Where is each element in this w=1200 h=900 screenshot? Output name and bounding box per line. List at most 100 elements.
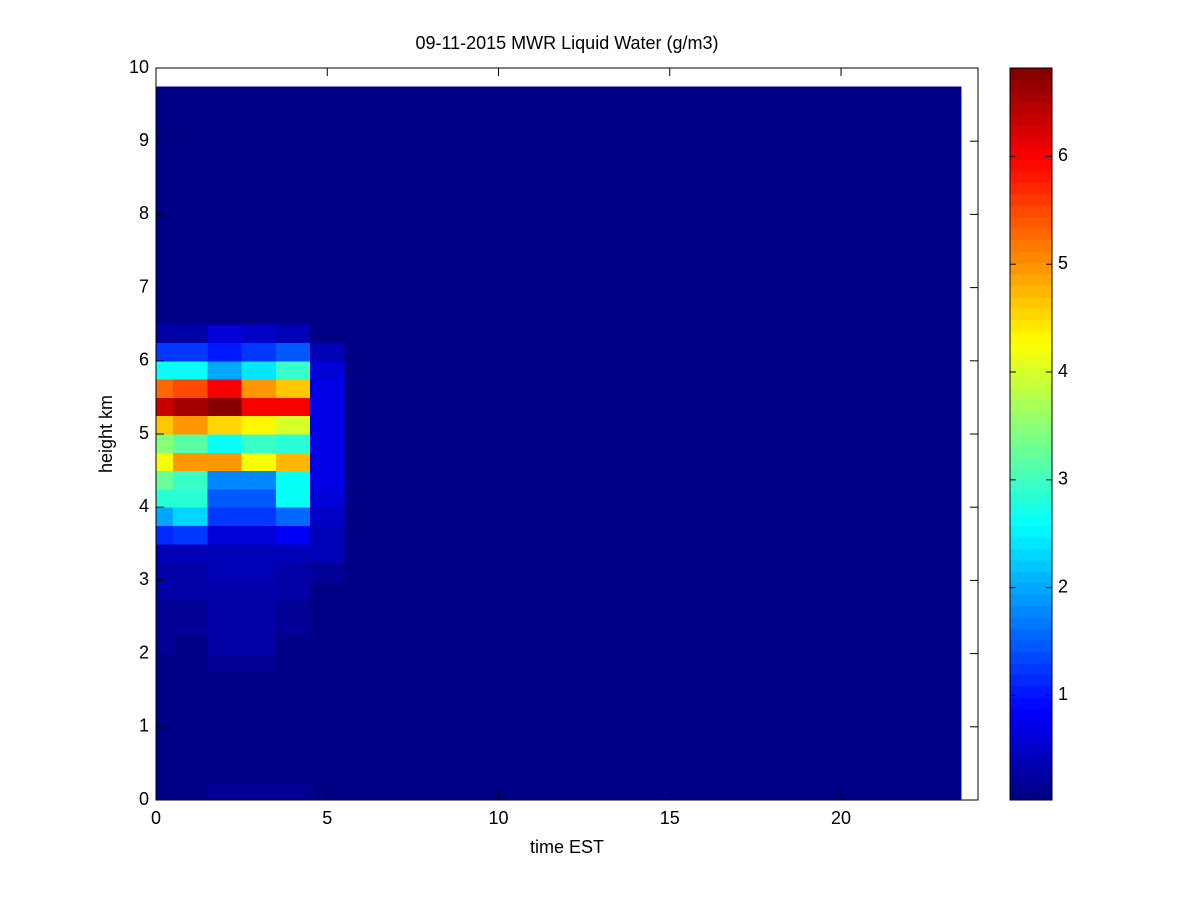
y-tick-label: 5 (139, 423, 149, 443)
heatmap-cell (275, 360, 311, 380)
heatmap (156, 86, 962, 801)
heatmap-cell (344, 653, 962, 673)
heatmap-cell (275, 379, 311, 398)
heatmap-cell (156, 86, 174, 325)
heatmap-cell (173, 671, 208, 691)
colorbar-swatch (1010, 136, 1052, 149)
heatmap-cell (310, 324, 345, 343)
colorbar-swatch (1010, 605, 1052, 618)
colorbar-tick-label: 1 (1058, 684, 1068, 704)
heatmap-cell (173, 690, 208, 709)
heatmap-cell (275, 635, 311, 655)
heatmap-cell (173, 86, 208, 325)
heatmap-cell (173, 562, 208, 581)
colorbar-swatch (1010, 331, 1052, 343)
heatmap-cell (344, 434, 962, 453)
heatmap-cell (207, 690, 243, 709)
colorbar-swatch (1010, 639, 1052, 652)
colorbar-swatch (1010, 148, 1052, 160)
colorbar-swatch (1010, 365, 1052, 378)
heatmap-cell (241, 415, 277, 435)
heatmap-cell (275, 86, 311, 325)
heatmap-cell (344, 671, 962, 691)
heatmap-cell (241, 708, 277, 728)
heatmap-cell (173, 452, 208, 472)
heatmap-cell (207, 324, 243, 343)
heatmap-cell (275, 525, 311, 545)
heatmap-cell (241, 690, 277, 709)
heatmap-cell (173, 415, 208, 435)
heatmap-cell (173, 781, 208, 801)
colorbar-swatch (1010, 491, 1052, 504)
heatmap-cell (310, 617, 345, 636)
heatmap-cell (156, 745, 174, 764)
heatmap-cell (310, 525, 345, 545)
heatmap-cell (173, 342, 208, 362)
heatmap-cell (344, 562, 962, 581)
colorbar-swatch (1010, 456, 1052, 469)
heatmap-cell (275, 488, 311, 508)
heatmap-cell (156, 543, 174, 563)
colorbar-swatch (1010, 342, 1052, 355)
heatmap-cell (275, 671, 311, 691)
heatmap-cell (344, 397, 962, 417)
heatmap-cell (241, 324, 277, 343)
y-tick-label: 0 (139, 789, 149, 809)
heatmap-cell (173, 635, 208, 655)
heatmap-cell (173, 617, 208, 636)
heatmap-cell (241, 379, 277, 398)
heatmap-cell (275, 580, 311, 600)
heatmap-cell (241, 360, 277, 380)
heatmap-cell (344, 580, 962, 600)
heatmap-cell (275, 653, 311, 673)
heatmap-cell (207, 470, 243, 490)
heatmap-cell (275, 690, 311, 709)
colorbar-swatch (1010, 388, 1052, 401)
colorbar-swatch (1010, 708, 1052, 721)
heatmap-cell (156, 598, 174, 618)
y-tick-label: 4 (139, 496, 149, 516)
heatmap-cell (310, 580, 345, 600)
colorbar-swatch (1010, 239, 1052, 252)
heatmap-cell (173, 470, 208, 490)
heatmap-cell (310, 690, 345, 709)
colorbar-swatch (1010, 662, 1052, 675)
heatmap-cell (207, 360, 243, 380)
x-tick-label: 0 (151, 808, 161, 828)
colorbar-swatch (1010, 525, 1052, 538)
heatmap-cell (310, 397, 345, 417)
heatmap-cell (344, 617, 962, 636)
colorbar-swatch (1010, 205, 1052, 218)
heatmap-cell (207, 580, 243, 600)
heatmap-cell (156, 488, 174, 508)
heatmap-cell (275, 470, 311, 490)
colorbar-swatch (1010, 434, 1052, 446)
colorbar-swatch (1010, 319, 1052, 332)
colorbar-swatch (1010, 651, 1052, 664)
heatmap-cell (241, 525, 277, 545)
colorbar-swatch (1010, 251, 1052, 263)
colorbar-swatch (1010, 685, 1052, 698)
heatmap-cell (156, 708, 174, 728)
heatmap-cell (344, 745, 962, 764)
heatmap-cell (156, 360, 174, 380)
heatmap-cell (275, 726, 311, 746)
x-tick-label: 10 (488, 808, 508, 828)
heatmap-cell (275, 763, 311, 783)
colorbar-swatch (1010, 559, 1052, 572)
heatmap-cell (207, 745, 243, 764)
heatmap-cell (344, 781, 962, 801)
colorbar: 1 2 3 4 5 6 (1009, 67, 1068, 801)
heatmap-cell (275, 543, 311, 563)
colorbar-swatch (1010, 193, 1052, 206)
heatmap-cell (207, 708, 243, 728)
heatmap-cell (310, 635, 345, 655)
heatmap-cell (241, 562, 277, 581)
colorbar-swatch (1010, 308, 1052, 321)
colorbar-swatch (1010, 571, 1052, 584)
heatmap-cell (241, 635, 277, 655)
x-tick-label: 15 (660, 808, 680, 828)
heatmap-cell (310, 379, 345, 398)
heatmap-cell (173, 397, 208, 417)
y-tick-label: 2 (139, 642, 149, 662)
